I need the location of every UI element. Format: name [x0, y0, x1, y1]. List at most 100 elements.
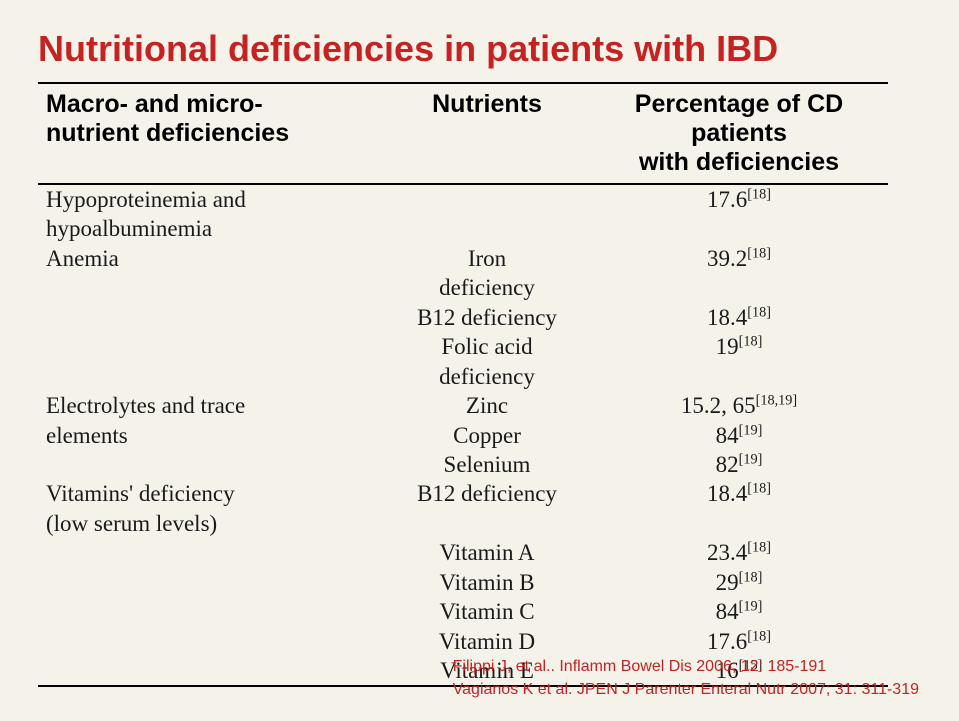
percentage-value: 18.4 [707, 305, 747, 330]
cell-condition [38, 362, 384, 391]
table-row: Vitamin A23.4[18] [38, 538, 888, 567]
cell-percentage: 18.4[18] [590, 303, 888, 332]
cell-percentage: 84[19] [590, 421, 888, 450]
table-row: Hypoproteinemia and 17.6[18] [38, 184, 888, 214]
table-row: Vitamins' deficiencyB12 deficiency18.4[1… [38, 479, 888, 508]
table-row: Vitamin D17.6[18] [38, 627, 888, 656]
table-row: hypoalbuminemia [38, 214, 888, 243]
table-row: Electrolytes and traceZinc15.2, 65[18,19… [38, 391, 888, 420]
cell-percentage: 82[19] [590, 450, 888, 479]
table-row: (low serum levels) [38, 509, 888, 538]
percentage-value: 82 [716, 452, 739, 477]
cell-nutrient [384, 184, 590, 214]
percentage-value: 18.4 [707, 481, 747, 506]
ref-sup: [18,19] [756, 392, 798, 408]
cell-percentage: 29[18] [590, 568, 888, 597]
cell-percentage [590, 509, 888, 538]
cell-nutrient: B12 deficiency [384, 479, 590, 508]
deficiency-table: Macro- and micro- nutrient deficiencies … [38, 82, 888, 687]
cell-percentage [590, 362, 888, 391]
cell-nutrient: Vitamin D [384, 627, 590, 656]
cell-nutrient: Vitamin B [384, 568, 590, 597]
cell-condition [38, 597, 384, 626]
table-row: Vitamin C84[19] [38, 597, 888, 626]
cell-nutrient: Vitamin A [384, 538, 590, 567]
cell-condition: elements [38, 421, 384, 450]
ref-sup: [18] [747, 304, 771, 320]
cell-nutrient [384, 509, 590, 538]
th-def-l2: nutrient deficiencies [46, 119, 289, 147]
cell-condition: Anemia [38, 244, 384, 273]
cell-condition [38, 656, 384, 686]
table-row: deficiency [38, 362, 888, 391]
cell-nutrient: Vitamin C [384, 597, 590, 626]
cell-condition [38, 332, 384, 361]
cell-nutrient: deficiency [384, 273, 590, 302]
cell-condition [38, 538, 384, 567]
cell-nutrient: deficiency [384, 362, 590, 391]
ref-sup: [18] [739, 569, 763, 585]
ref-sup: [18] [747, 186, 771, 202]
cell-percentage: 84[19] [590, 597, 888, 626]
table-row: Folic acid19[18] [38, 332, 888, 361]
percentage-value: 17.6 [707, 629, 747, 654]
th-deficiencies: Macro- and micro- nutrient deficiencies [38, 83, 384, 184]
cell-percentage: 17.6[18] [590, 627, 888, 656]
cell-percentage: 39.2[18] [590, 244, 888, 273]
cell-condition [38, 627, 384, 656]
percentage-value: 29 [716, 570, 739, 595]
cell-nutrient: Copper [384, 421, 590, 450]
th-def-l1: Macro- and micro- [46, 90, 263, 118]
cell-nutrient: B12 deficiency [384, 303, 590, 332]
percentage-value: 84 [716, 423, 739, 448]
cell-percentage: 17.6[18] [590, 184, 888, 214]
th-nutrients: Nutrients [384, 83, 590, 184]
ref-1: Filippi J, et al.. Inflamm Bowel Dis 200… [453, 656, 919, 678]
percentage-value: 19 [716, 334, 739, 359]
percentage-value: 17.6 [707, 187, 747, 212]
cell-condition: Hypoproteinemia and [38, 184, 384, 214]
cell-percentage: 15.2, 65[18,19] [590, 391, 888, 420]
ref-sup: [18] [747, 245, 771, 261]
cell-condition: Vitamins' deficiency [38, 479, 384, 508]
cell-condition [38, 273, 384, 302]
cell-percentage: 18.4[18] [590, 479, 888, 508]
percentage-value: 39.2 [707, 246, 747, 271]
ref-2: Vagianos K et al. JPEN J Parenter Entera… [453, 679, 919, 701]
table-row: Selenium82[19] [38, 450, 888, 479]
cell-condition: (low serum levels) [38, 509, 384, 538]
th-pct-l2: with deficiencies [639, 148, 839, 176]
ref-sup: [18] [747, 540, 771, 556]
percentage-value: 84 [716, 599, 739, 624]
cell-percentage: 19[18] [590, 332, 888, 361]
table-row: B12 deficiency18.4[18] [38, 303, 888, 332]
percentage-value: 15.2, 65 [681, 393, 756, 418]
references: Filippi J, et al.. Inflamm Bowel Dis 200… [453, 656, 919, 701]
cell-percentage [590, 273, 888, 302]
th-percentage: Percentage of CD patients with deficienc… [590, 83, 888, 184]
cell-percentage [590, 214, 888, 243]
table-row: Vitamin B29[18] [38, 568, 888, 597]
ref-sup: [19] [739, 598, 763, 614]
cell-condition [38, 450, 384, 479]
percentage-value: 23.4 [707, 540, 747, 565]
cell-nutrient: Selenium [384, 450, 590, 479]
ref-sup: [18] [747, 628, 771, 644]
cell-nutrient [384, 214, 590, 243]
table-row: AnemiaIron39.2[18] [38, 244, 888, 273]
cell-condition: Electrolytes and trace [38, 391, 384, 420]
th-pct-l1: Percentage of CD patients [635, 90, 843, 147]
cell-condition [38, 568, 384, 597]
cell-nutrient: Folic acid [384, 332, 590, 361]
ref-sup: [18] [739, 334, 763, 350]
slide-title: Nutritional deficiencies in patients wit… [38, 28, 921, 70]
cell-condition: hypoalbuminemia [38, 214, 384, 243]
cell-nutrient: Iron [384, 244, 590, 273]
cell-condition [38, 303, 384, 332]
ref-sup: [19] [739, 422, 763, 438]
cell-percentage: 23.4[18] [590, 538, 888, 567]
table-row: elementsCopper84[19] [38, 421, 888, 450]
cell-nutrient: Zinc [384, 391, 590, 420]
ref-sup: [19] [739, 451, 763, 467]
table-row: deficiency [38, 273, 888, 302]
